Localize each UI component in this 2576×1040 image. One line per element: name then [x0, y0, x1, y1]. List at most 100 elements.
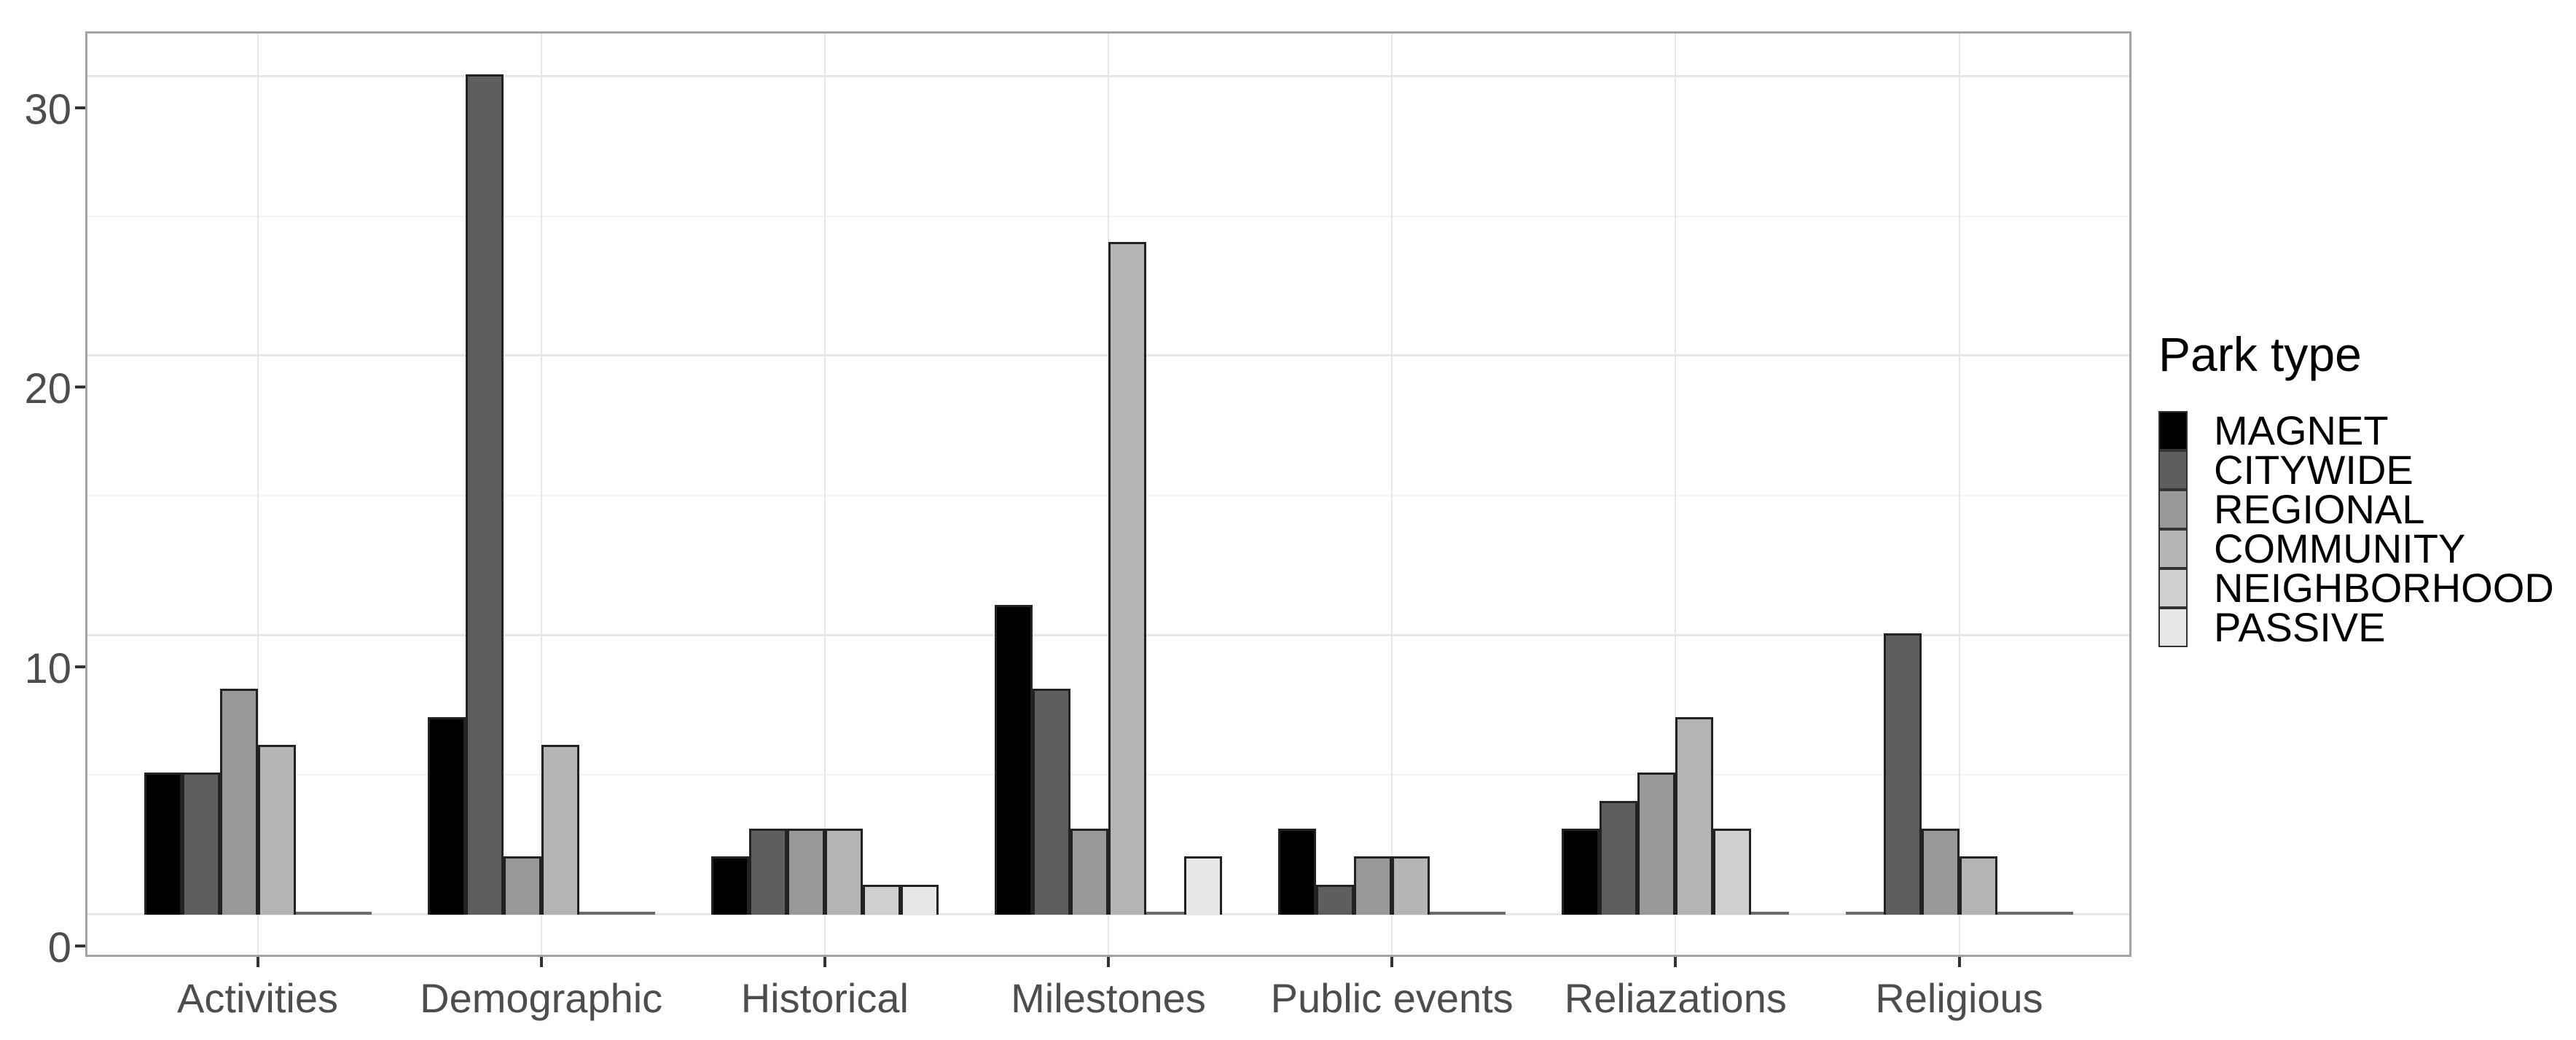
bar-regional	[219, 689, 258, 915]
bar-neighborhood	[1146, 912, 1184, 915]
bar-passive	[2035, 912, 2073, 915]
y-tick-mark	[75, 386, 85, 389]
bar-community	[257, 745, 296, 915]
bar-citywide	[1316, 885, 1355, 915]
legend-swatch	[2158, 568, 2188, 608]
legend-entry-regional: REGIONAL	[2158, 486, 2554, 532]
bar-community	[1959, 856, 1997, 915]
bar-group-historical	[710, 829, 939, 915]
bar-passive	[900, 885, 939, 915]
x-tick-label: Demographic	[420, 975, 663, 1021]
bar-regional	[503, 856, 541, 915]
bar-passive	[1751, 912, 1790, 915]
bar-citywide	[1033, 689, 1070, 915]
bar-magnet	[710, 856, 749, 915]
bar-neighborhood	[295, 912, 334, 915]
x-tick-mark	[1390, 957, 1394, 967]
legend-label: COMMUNITY	[2214, 525, 2466, 571]
legend-swatch	[2158, 490, 2188, 529]
bar-neighborhood	[1997, 912, 2035, 915]
bar-community	[824, 829, 863, 915]
bar-neighborhood	[1713, 829, 1752, 915]
legend-label: MAGNET	[2214, 407, 2389, 453]
x-tick-label: Public events	[1270, 975, 1514, 1021]
x-tick-mark	[256, 957, 259, 967]
bar-neighborhood	[1430, 912, 1468, 915]
bar-group-religious	[1845, 633, 2073, 915]
y-tick-mark	[75, 945, 85, 947]
legend-label: NEIGHBORHOOD	[2214, 565, 2554, 611]
bar-group-activities	[144, 689, 372, 915]
y-tick-mark	[75, 665, 85, 668]
bar-community	[1675, 717, 1714, 915]
bar-magnet	[1562, 829, 1600, 915]
x-tick-mark	[539, 957, 543, 967]
legend-entry-community: COMMUNITY	[2158, 525, 2554, 571]
bar-passive	[1468, 912, 1506, 915]
x-tick-label: Religious	[1875, 975, 2043, 1021]
legend-title: Park type	[2158, 327, 2362, 381]
x-tick-label: Reliazations	[1564, 975, 1787, 1021]
gridline-x-religious	[1958, 34, 1960, 955]
bar-community	[1392, 856, 1430, 915]
gridline-x-public-events	[1391, 34, 1393, 955]
bar-regional	[1070, 829, 1108, 915]
x-tick-mark	[823, 957, 826, 967]
bar-magnet	[1278, 829, 1317, 915]
bar-magnet	[427, 717, 466, 915]
x-tick-label: Historical	[740, 975, 909, 1021]
bar-citywide	[465, 74, 504, 915]
y-tick-label: 30	[24, 86, 71, 134]
bar-group-public-events	[1278, 829, 1506, 915]
x-tick-mark	[1674, 957, 1677, 967]
legend-swatch	[2158, 529, 2188, 568]
bar-group-milestones	[995, 242, 1222, 915]
y-tick-label: 20	[24, 365, 71, 413]
legend-label: PASSIVE	[2214, 604, 2386, 650]
bar-magnet	[1845, 912, 1884, 915]
x-tick-mark	[1107, 957, 1110, 967]
bar-passive	[616, 912, 655, 915]
legend-keys: MAGNET CITYWIDE REGIONAL COMMUNITY NEIGHBORH…	[2158, 407, 2554, 650]
y-tick-mark	[75, 106, 85, 110]
gridline-x-historical	[823, 34, 826, 955]
bar-regional	[1637, 773, 1676, 915]
bar-magnet	[144, 773, 182, 915]
x-tick-label: Milestones	[1011, 975, 1206, 1021]
bar-regional	[1921, 829, 1960, 915]
bar-community	[541, 745, 579, 915]
legend-label: REGIONAL	[2214, 486, 2425, 532]
legend: Park type MAGNET CITYWIDE REGIONAL COMMUNIT…	[2158, 327, 2554, 650]
bar-passive	[333, 912, 372, 915]
bar-citywide	[748, 829, 787, 915]
y-tick-label: 10	[24, 644, 71, 692]
bar-citywide	[1600, 801, 1638, 915]
legend-entry-magnet: MAGNET	[2158, 407, 2554, 453]
legend-label: CITYWIDE	[2214, 447, 2413, 493]
bar-citywide	[1883, 633, 1922, 915]
bar-citywide	[181, 773, 220, 915]
bar-group-reliazations	[1562, 717, 1790, 915]
bar-group-demographic	[427, 74, 655, 915]
legend-entry-neighborhood: NEIGHBORHOOD	[2158, 565, 2554, 611]
bar-regional	[1354, 856, 1393, 915]
gridline-x-demographic	[540, 34, 542, 955]
legend-swatch	[2158, 411, 2188, 450]
y-tick-label: 0	[47, 924, 71, 971]
bar-regional	[786, 829, 825, 915]
bar-magnet	[995, 605, 1033, 915]
bar-community	[1108, 242, 1146, 915]
legend-swatch	[2158, 450, 2188, 490]
plot-panel	[85, 31, 2131, 957]
x-tick-mark	[1957, 957, 1961, 967]
bar-passive	[1184, 856, 1222, 915]
legend-swatch	[2158, 608, 2188, 647]
legend-entry-citywide: CITYWIDE	[2158, 450, 2554, 490]
legend-entry-passive: PASSIVE	[2158, 604, 2554, 650]
bar-neighborhood	[862, 885, 901, 915]
x-tick-label: Activities	[177, 975, 338, 1021]
gridline-x-reliazations	[1675, 34, 1677, 955]
bar-neighborhood	[579, 912, 617, 915]
gridline-x-activities	[257, 34, 259, 955]
